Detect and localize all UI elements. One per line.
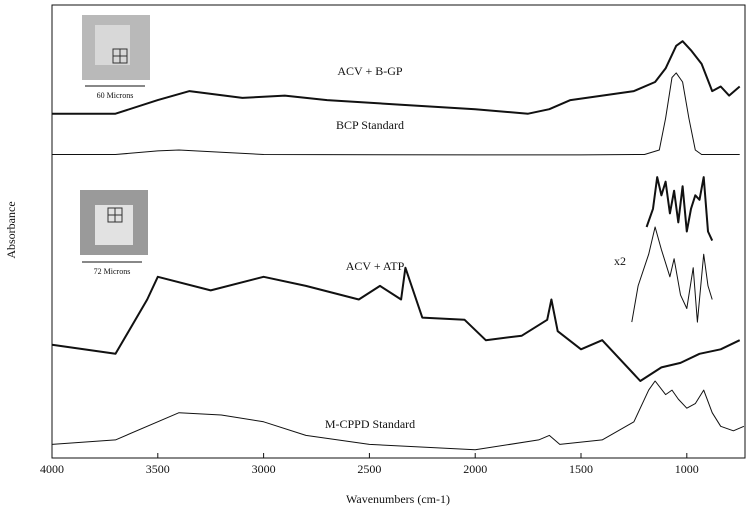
x-tick-label: 4000: [40, 462, 64, 476]
annotation: x2: [614, 254, 626, 268]
x-tick-label: 1000: [675, 462, 699, 476]
spectrum-line: [52, 72, 740, 156]
series-label: M-CPPD Standard: [325, 417, 415, 431]
series-label: ACV + B-GP: [337, 64, 403, 78]
y-axis-label: Absorbance: [4, 201, 18, 258]
series-label: BCP Standard: [336, 118, 404, 132]
x-tick-label: 3500: [146, 462, 170, 476]
x-axis-label: Wavenumbers (cm-1): [346, 492, 450, 506]
spectrum-line: [645, 176, 714, 242]
annotation: 60 Microns: [97, 91, 134, 100]
x-tick-label: 2000: [463, 462, 487, 476]
spectrum-line: [52, 40, 741, 115]
spectrum-line: [51, 266, 741, 382]
spectrum-line: [631, 226, 713, 323]
inset-image-1: [82, 15, 150, 87]
x-tick-label: 2500: [357, 462, 381, 476]
plot-frame: [51, 4, 746, 459]
annotation: 72 Microns: [94, 267, 131, 276]
x-tick-label: 1500: [569, 462, 593, 476]
x-tick-label: 3000: [252, 462, 276, 476]
inset-image-2: [80, 190, 148, 263]
spectrum-line: [51, 380, 745, 451]
series-label: ACV + ATP: [346, 259, 405, 273]
